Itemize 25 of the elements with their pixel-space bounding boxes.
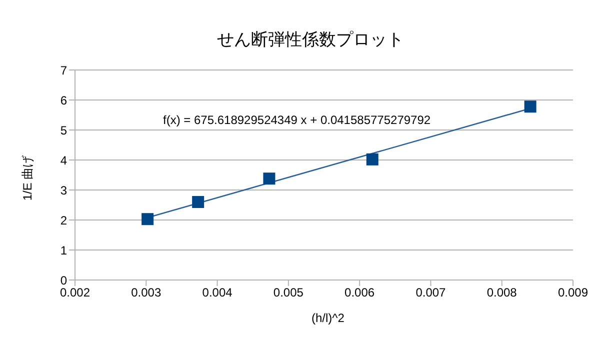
y-tick-label: 4 <box>60 153 68 168</box>
point <box>263 172 276 185</box>
point <box>192 196 204 208</box>
x-tick-label: 0.009 <box>558 286 588 300</box>
x-tick-label: 0.008 <box>486 286 518 300</box>
x-tick-label: 0.006 <box>344 286 375 300</box>
x-tick-label: 0.004 <box>202 286 233 300</box>
y-axis-title: 1/E 曲げ <box>20 155 36 201</box>
chart-title: せん断弾性係数プロット <box>216 29 405 51</box>
x-tick-label: 0.005 <box>273 286 304 300</box>
y-tick-label: 2 <box>60 213 68 228</box>
x-tick-label: 0.007 <box>416 286 446 300</box>
y-tick-label: 6 <box>60 93 68 108</box>
y-tick-label: 7 <box>60 63 68 78</box>
y-tick-label: 3 <box>60 183 68 198</box>
point <box>524 100 536 113</box>
x-axis-title: (h/l)^2 <box>310 311 346 325</box>
x-tick-label: 0.002 <box>60 286 90 300</box>
point <box>366 153 378 166</box>
y-tick-label: 5 <box>60 123 68 138</box>
x-tick-label: 0.003 <box>131 286 162 300</box>
point <box>142 213 154 226</box>
y-tick-label: 1 <box>60 243 68 258</box>
y-tick-label: 0 <box>60 273 68 288</box>
annotation: f(x) = 675.618929524349 x + 0.041585775279792 <box>163 113 431 127</box>
